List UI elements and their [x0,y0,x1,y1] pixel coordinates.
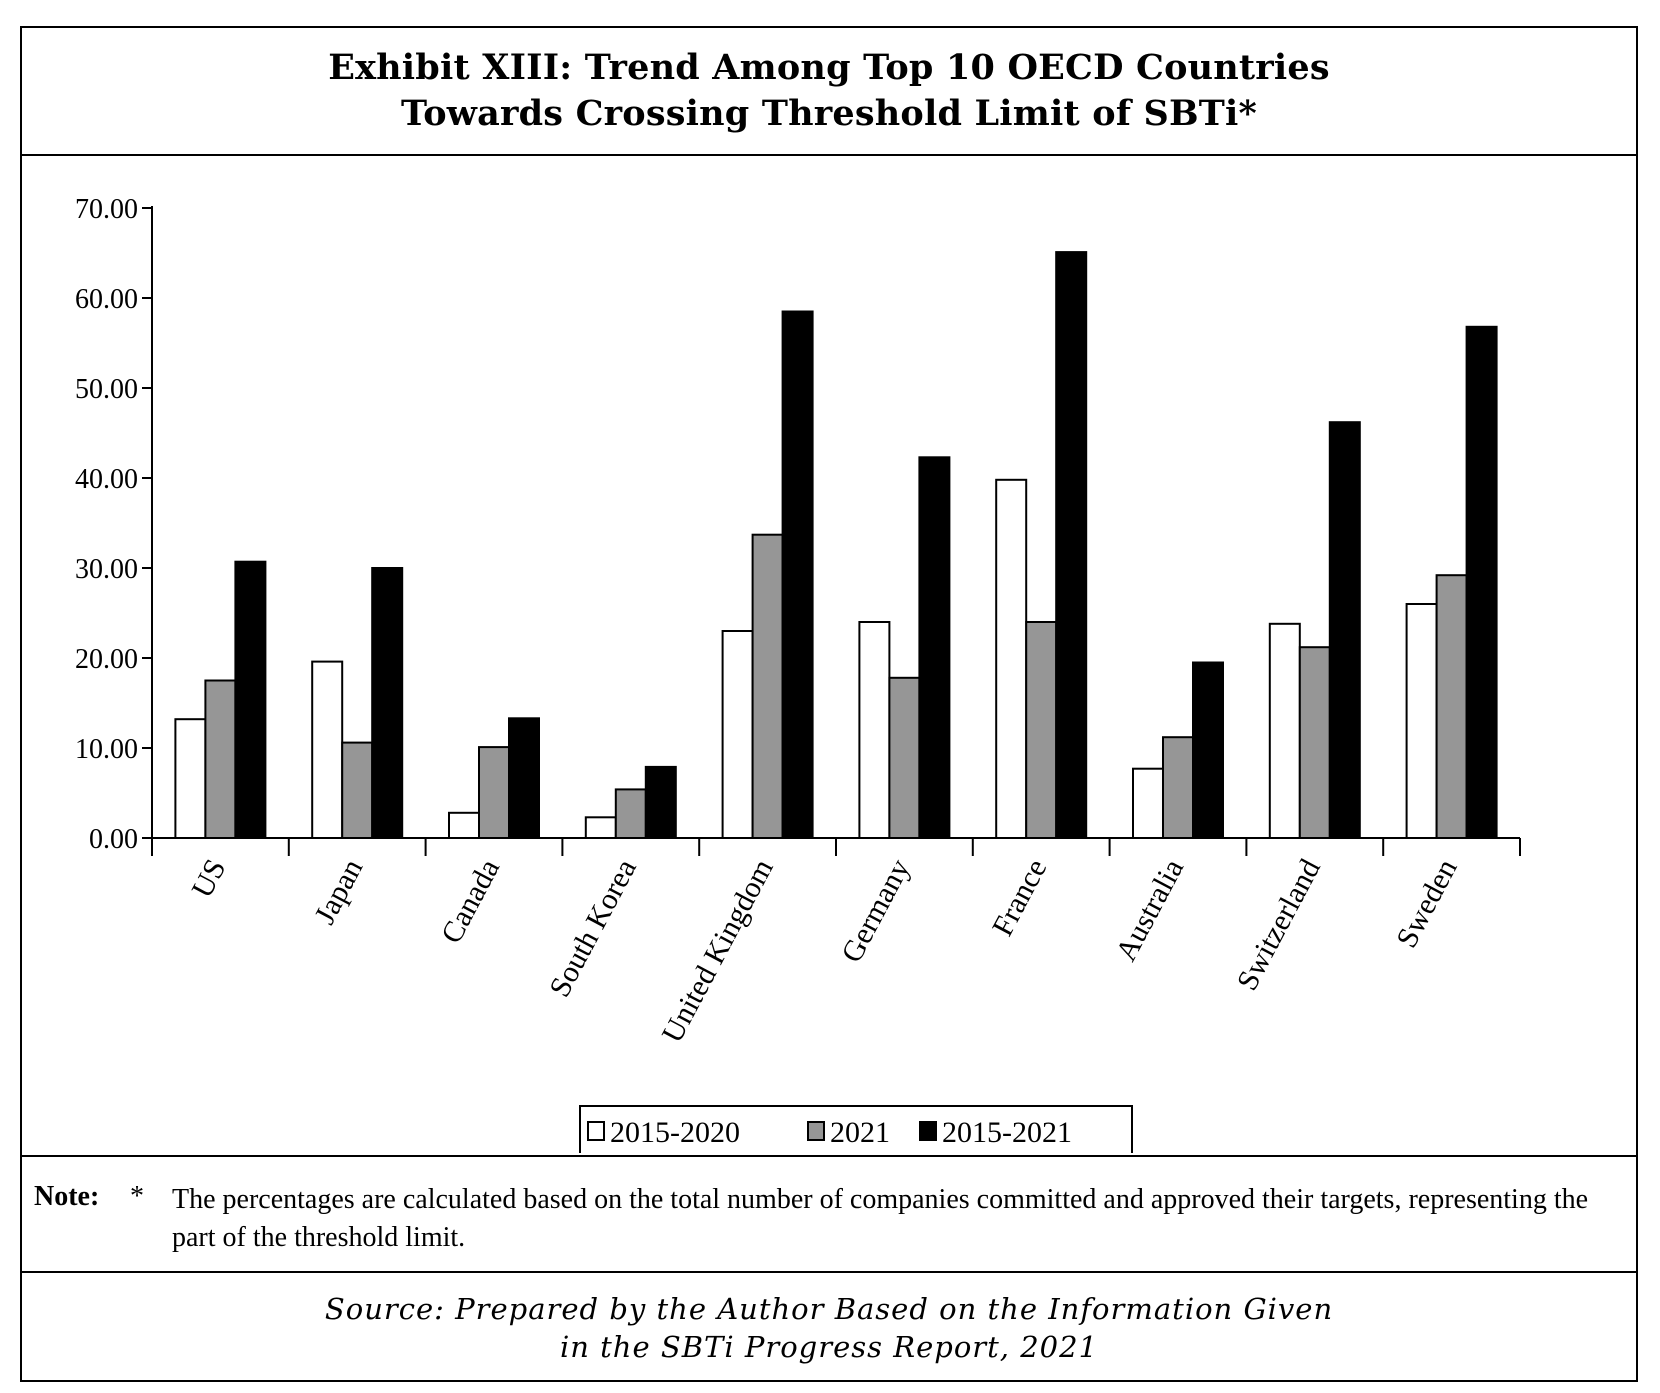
bar-2015-2021 [1192,661,1224,839]
x-category-label: United Kingdom [656,854,780,1048]
bar-chart: 0.00 10.00 20.00 30.00 40.00 50.00 60.00 70.00 U… [75,194,1521,1153]
bar-2021 [614,788,647,840]
y-tick-label: 70.00 [75,194,138,225]
bar-2021 [1435,574,1468,839]
x-category-label: France [986,854,1053,942]
note-text: The percentages are calculated based on … [172,1184,1589,1253]
y-tick-label: 20.00 [75,644,138,675]
bar-2015-2021 [1465,325,1498,840]
bar-2015-2020 [1132,767,1164,840]
bar-2015-2021 [1328,421,1361,839]
legend-label: 2015-2020 [610,1116,740,1149]
y-tick-label: 0.00 [89,824,138,855]
chart-title-line-1: Exhibit XIII: Trend Among Top 10 OECD Co… [328,47,1330,88]
bar-2015-2021 [508,717,540,839]
bar-2015-2021 [371,567,404,839]
x-category-label: Sweden [1390,854,1464,953]
y-tick-label: 30.00 [75,554,138,585]
x-category-label: Switzerland [1231,854,1327,996]
y-tick-label: 60.00 [75,284,138,315]
legend-label: 2021 [830,1116,890,1149]
bar-2015-2020 [995,478,1028,839]
note-box: Note: * The percentages are calculated b… [22,1155,1636,1273]
y-tick-label: 40.00 [75,464,138,495]
bar-2015-2021 [1055,251,1088,840]
x-category-label: Japan [308,854,369,930]
legend-swatch [587,1121,605,1141]
x-category-label: Germany [835,854,917,968]
bar-2015-2021 [644,765,677,840]
legend-swatch [807,1121,825,1141]
bar-2015-2020 [584,816,617,839]
bar-2015-2021 [781,310,814,839]
y-tick-label: 50.00 [75,374,138,405]
bar-2015-2020 [448,811,480,839]
source-line-2: in the SBTi Progress Report, 2021 [559,1329,1099,1364]
note-marker: * [130,1181,144,1212]
bar-2015-2020 [721,630,754,839]
legend-label: 2015-2021 [942,1116,1072,1149]
legend-box [579,1105,1133,1153]
bar-2015-2020 [311,660,344,839]
y-tick-label: 10.00 [75,734,138,765]
bar-2021 [1298,646,1331,840]
chart-title-line-2: Towards Crossing Threshold Limit of SBTi… [401,93,1257,134]
x-category-label: Canada [435,854,506,949]
bar-2015-2021 [234,560,267,839]
x-category-label: Australia [1109,854,1190,967]
bar-2021 [1162,736,1194,840]
bar-2015-2020 [1405,603,1438,839]
title-box: Exhibit XIII: Trend Among Top 10 OECD Co… [22,28,1636,156]
bar-2015-2020 [858,621,891,839]
x-category-label: US [185,854,232,903]
source-box: Source: Prepared by the Author Based on … [22,1273,1636,1382]
legend-swatch [919,1121,937,1141]
source-line-1: Source: Prepared by the Author Based on … [324,1291,1334,1326]
exhibit-frame: Exhibit XIII: Trend Among Top 10 OECD Co… [20,26,1638,1382]
bar-2021 [1025,621,1058,839]
bar-2021 [204,679,237,839]
bar-2021 [478,746,510,839]
bar-2015-2020 [174,718,207,840]
x-category-label: South Korea [543,854,643,1003]
bar-2021 [341,741,374,839]
bar-2015-2020 [1268,622,1301,839]
bar-2021 [751,533,784,839]
bar-2015-2021 [918,456,951,839]
note-label: Note: [34,1181,100,1212]
bar-2021 [888,676,921,839]
